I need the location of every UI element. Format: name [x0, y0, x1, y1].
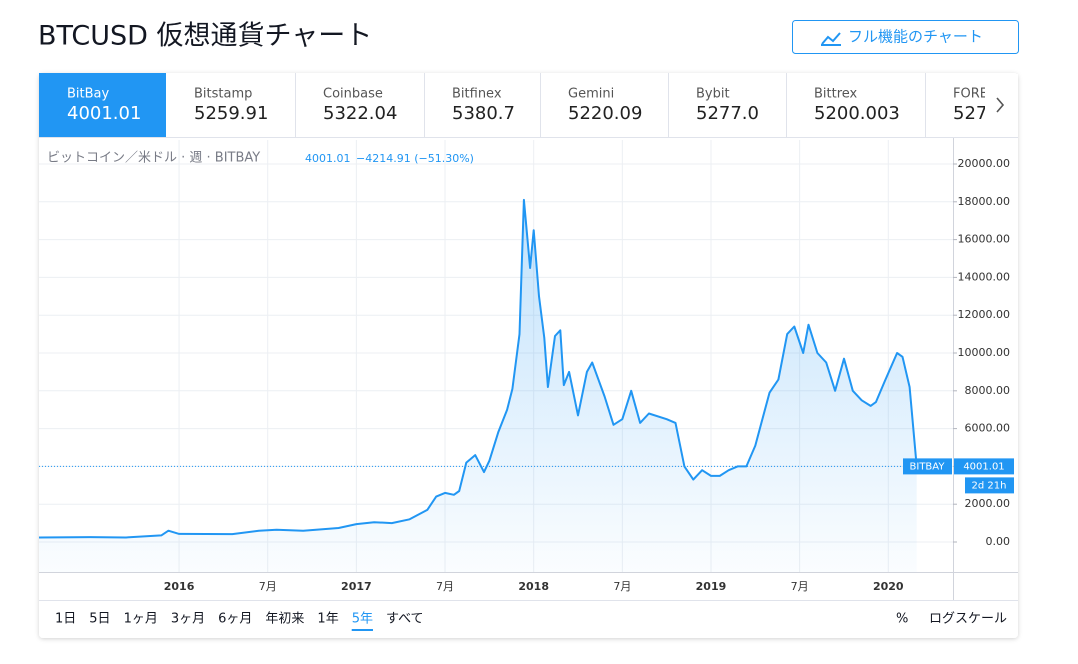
- tab-price[interactable]: 5220.09: [568, 103, 642, 124]
- y-tick-label: 8000.00: [965, 384, 1011, 397]
- footer: 1日 5日 1ヶ月 3ヶ月 6ヶ月 年初来 1年 5年 すべて% ログスケール: [55, 612, 1007, 631]
- chart-icon: [821, 32, 841, 46]
- y-tick-label: 2000.00: [965, 497, 1011, 510]
- price-tag-label: 4001.01: [963, 461, 1004, 472]
- button-label[interactable]: フル機能のチャート: [848, 28, 983, 46]
- tab-name[interactable]: Coinbase: [323, 87, 383, 102]
- y-tick-label: 20000.00: [958, 157, 1011, 170]
- y-tick-label: 0.00: [986, 535, 1011, 548]
- countdown-tag: [965, 477, 1014, 494]
- series-tag-label: BITBAY: [910, 461, 946, 472]
- countdown-label: 2d 21h: [972, 480, 1007, 491]
- tab-name[interactable]: Bybit: [696, 87, 730, 102]
- x-tick-label: 2020: [873, 580, 904, 593]
- y-tick-label: 16000.00: [958, 233, 1011, 246]
- tab-price[interactable]: 4001.01: [67, 103, 141, 124]
- range-button[interactable]: 6ヶ月: [218, 612, 252, 627]
- tab-fade: [985, 74, 1018, 137]
- tab-name[interactable]: Gemini: [568, 87, 614, 102]
- range-button[interactable]: 年初来: [265, 612, 304, 627]
- title: BTCUSD 仮想通貨チャート: [38, 21, 372, 52]
- y-tick-label: 18000.00: [958, 195, 1011, 208]
- full-chart-button[interactable]: [792, 20, 1019, 54]
- range-button[interactable]: すべて: [386, 612, 424, 627]
- series-tag: [903, 458, 952, 475]
- tab-name[interactable]: FORE: [953, 87, 988, 102]
- percent-toggle[interactable]: %: [896, 612, 908, 627]
- tab-price[interactable]: 5277.0: [696, 103, 759, 124]
- range-button[interactable]: 3ヶ月: [171, 612, 205, 627]
- legend-symbol: ビットコイン／米ドル · 週 · BITBAY: [47, 151, 260, 166]
- y-tick-label: 6000.00: [965, 422, 1011, 435]
- price-tag: [954, 458, 1014, 475]
- tab-name[interactable]: Bitstamp: [194, 87, 252, 102]
- x-tick-label: 2017: [341, 580, 372, 593]
- tab-name[interactable]: Bitfinex: [452, 87, 502, 102]
- y-tick-label: 14000.00: [958, 270, 1011, 283]
- x-tick-label: 2019: [696, 580, 727, 593]
- x-tick-label: 2018: [518, 580, 549, 593]
- x-tick-label: 7月: [613, 580, 631, 593]
- tab-price[interactable]: 5380.7: [452, 103, 515, 124]
- range-button[interactable]: 5年: [352, 612, 373, 627]
- plot: 0.002000.004000.006000.008000.0010000.00…: [38, 138, 1018, 600]
- legend-last: 4001.01: [305, 152, 351, 165]
- x-tick-label: 7月: [791, 580, 809, 593]
- tab-price[interactable]: 5322.04: [323, 103, 397, 124]
- y-tick-label: 10000.00: [958, 346, 1011, 359]
- range-button[interactable]: 1ヶ月: [124, 612, 158, 627]
- x-tick-label: 2016: [164, 580, 195, 593]
- area: [39, 199, 917, 572]
- legend-change: −4214.91 (−51.30%): [356, 152, 474, 165]
- range-button[interactable]: 1年: [317, 612, 338, 627]
- tab-price[interactable]: 527: [953, 103, 987, 124]
- range-button[interactable]: 5日: [89, 612, 110, 627]
- tab-name[interactable]: BitBay: [67, 87, 110, 102]
- next-arrow[interactable]: [996, 97, 1005, 113]
- range-button[interactable]: 1日: [55, 612, 76, 627]
- tab-name[interactable]: Bittrex: [814, 87, 858, 102]
- tab-price[interactable]: 5200.003: [814, 103, 900, 124]
- log-toggle[interactable]: ログスケール: [929, 612, 1007, 627]
- price-line: [38, 198, 918, 539]
- active-tab[interactable]: [39, 73, 166, 137]
- x-tick-label: 7月: [259, 580, 277, 593]
- tab-price[interactable]: 5259.91: [194, 103, 268, 124]
- y-tick-label: 12000.00: [958, 308, 1011, 321]
- x-tick-label: 7月: [436, 580, 454, 593]
